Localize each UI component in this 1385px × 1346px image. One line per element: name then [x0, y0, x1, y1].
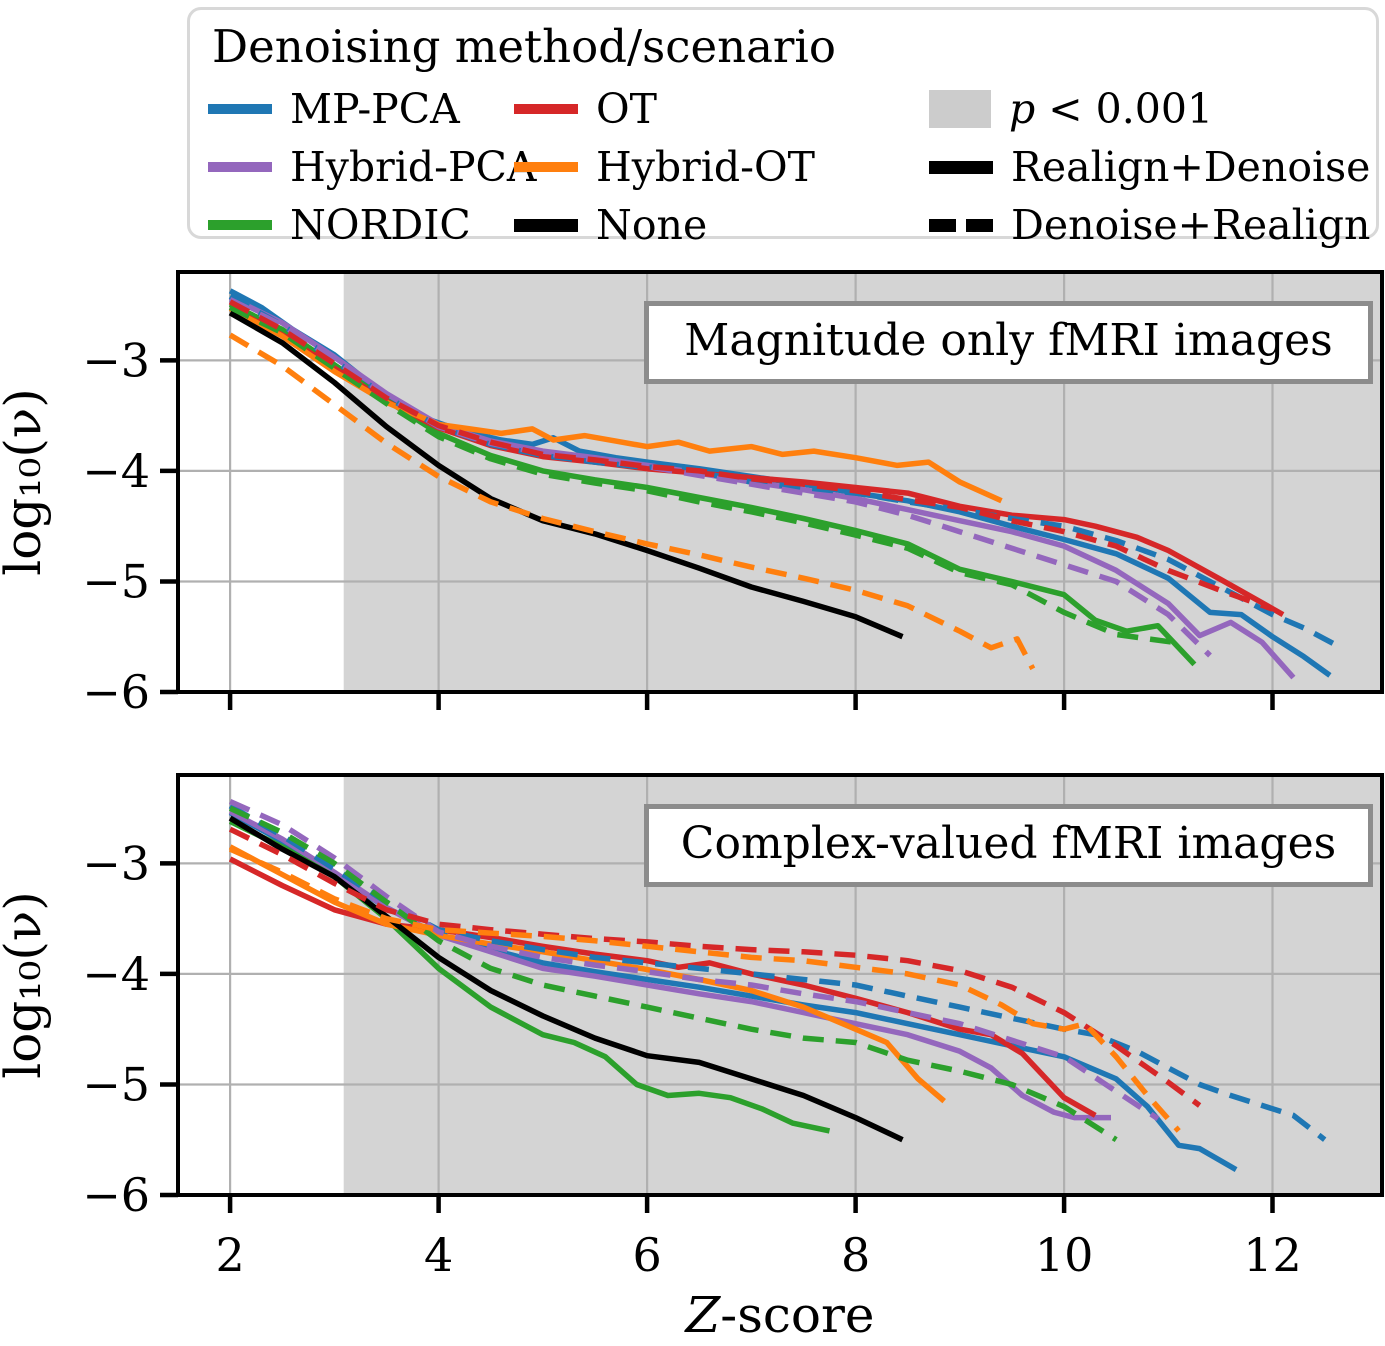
y-tick-label: −3	[82, 333, 150, 387]
y-axis-label: log₁₀(ν)	[0, 388, 52, 576]
legend-label: Denoise+Realign	[1011, 201, 1371, 249]
x-tick-label: 8	[841, 1228, 870, 1282]
legend-item-denoise-realign: Denoise+Realign	[929, 197, 1370, 253]
y-tick-label: −4	[82, 947, 150, 1001]
axes-spines	[176, 773, 1384, 1197]
legend-label: NORDIC	[290, 201, 471, 249]
y-tick-label: −5	[82, 555, 150, 609]
hybrid-ot-line-swatch-icon	[514, 162, 578, 172]
legend-item-significance: p < 0.001	[929, 81, 1370, 137]
nordic-line-swatch-icon	[208, 220, 272, 230]
x-tick-label: 12	[1243, 1228, 1302, 1282]
legend-item-mp-pca: MP-PCA	[208, 81, 514, 137]
series-none-realign-solid	[228, 815, 904, 1143]
x-tick-label: 10	[1035, 1228, 1094, 1282]
legend-item-realign-denoise: Realign+Denoise	[929, 139, 1370, 195]
series-ot-denoise-realign-dashed	[228, 826, 1202, 1108]
dashed-line-swatch-icon	[929, 218, 993, 232]
legend-label: Realign+Denoise	[1011, 143, 1371, 191]
x-tick-label: 2	[215, 1228, 244, 1282]
legend-label-rest: < 0.001	[1035, 85, 1214, 133]
series-hybrid-ot-denoise-realign-dashed	[228, 846, 1181, 1133]
legend-item-ot: OT	[514, 81, 929, 137]
x-tick-label: 4	[424, 1228, 453, 1282]
legend-item-hybrid-pca: Hybrid-PCA	[208, 139, 537, 195]
solid-line-swatch-icon	[929, 160, 993, 174]
legend-item-none: None	[514, 197, 929, 253]
legend-label: Hybrid-OT	[596, 143, 815, 191]
x-tick-label: 6	[632, 1228, 661, 1282]
legend: Denoising method/scenario MP-PCA OT p < …	[187, 7, 1379, 249]
legend-title: Denoising method/scenario	[212, 20, 836, 73]
hybrid-pca-line-swatch-icon	[208, 162, 272, 172]
legend-label: None	[596, 201, 708, 249]
series-hybrid-ot-realign-denoise-solid	[228, 844, 946, 1104]
legend-grid: MP-PCA OT p < 0.001 Hybrid-PCA Hybrid-OT…	[208, 81, 1370, 253]
legend-item-nordic: NORDIC	[208, 197, 514, 253]
x-axis-label: Z-score	[684, 1286, 875, 1344]
none-line-swatch-icon	[514, 218, 578, 232]
series-hybrid-pca-denoise-realign-dashed	[228, 798, 1160, 1121]
series-hybrid-pca-denoise-realign-dashed	[228, 297, 1212, 658]
legend-label-italic: p	[1009, 85, 1036, 133]
legend-label: p < 0.001	[1009, 85, 1213, 133]
legend-item-hybrid-ot: Hybrid-OT	[514, 139, 929, 195]
series-nordic-denoise-realign-dashed	[228, 304, 1174, 646]
series-none-realign-solid	[228, 310, 904, 640]
y-tick-label: −4	[82, 444, 150, 498]
panel-title-magnitude: Magnitude only fMRI images	[644, 301, 1373, 384]
legend-label: MP-PCA	[290, 85, 460, 133]
axes-spines	[176, 270, 1384, 694]
ot-line-swatch-icon	[514, 104, 578, 114]
series-hybrid-ot-denoise-realign-dashed	[228, 332, 1036, 671]
significance-patch-icon	[929, 90, 991, 128]
panel-title-complex: Complex-valued fMRI images	[644, 804, 1373, 887]
legend-label: Hybrid-PCA	[290, 143, 537, 191]
mp-pca-line-swatch-icon	[208, 104, 272, 114]
y-tick-label: −5	[82, 1058, 150, 1112]
y-axis-label: log₁₀(ν)	[0, 891, 52, 1079]
legend-label: OT	[596, 85, 657, 133]
series-ot-denoise-realign-dashed	[228, 299, 1274, 612]
series-nordic-denoise-realign-dashed	[228, 805, 1118, 1143]
y-tick-label: −3	[82, 836, 150, 890]
y-tick-label: −6	[82, 1168, 150, 1222]
y-tick-label: −6	[82, 665, 150, 719]
